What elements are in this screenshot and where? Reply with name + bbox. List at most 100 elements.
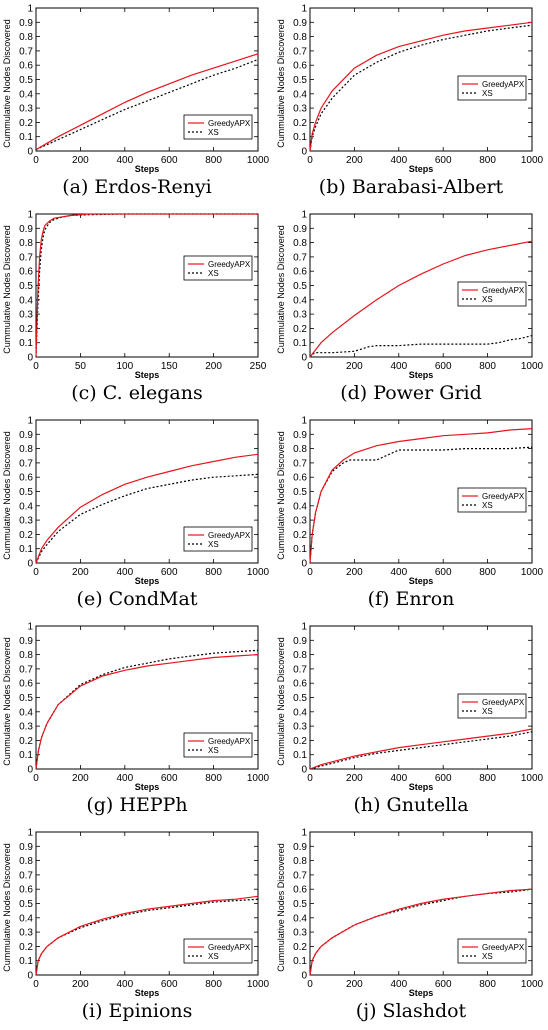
x-tick-label: 600: [435, 567, 452, 578]
y-tick-label: 0.9: [19, 842, 33, 853]
y-tick-label: 0.2: [19, 118, 33, 129]
x-tick-label: 200: [72, 567, 89, 578]
xs-series-line: [35, 58, 259, 151]
legend-label: GreedyAPX: [482, 80, 525, 89]
y-axis-label: Cummulative Nodes Discovered: [276, 19, 286, 148]
greedyapx-series-line: [35, 53, 259, 151]
chart-caption: (c) C. elegans: [71, 382, 203, 404]
plot-frame: [35, 213, 259, 358]
y-tick-label: 0.3: [19, 104, 33, 115]
chart-caption: (f) Enron: [367, 588, 455, 610]
y-axis-label: Cummulative Nodes Discovered: [276, 225, 286, 354]
greedyapx-series-line: [35, 895, 259, 976]
y-axis-label: Cummulative Nodes Discovered: [2, 19, 12, 148]
y-tick-label: 0.3: [293, 104, 307, 115]
y-tick-label: 0.8: [19, 238, 33, 249]
greedyapx-series-line: [35, 213, 258, 358]
y-axis-label: Cummulative Nodes Discovered: [2, 843, 12, 972]
y-tick-label: 0.3: [293, 722, 307, 733]
x-axis-label: Steps: [409, 164, 434, 174]
x-tick-label: 400: [390, 155, 407, 166]
y-tick-label: 0.2: [293, 530, 307, 541]
y-tick-label: 0.5: [293, 75, 307, 86]
x-tick-label: 0: [33, 773, 39, 784]
y-tick-label: 0.5: [293, 693, 307, 704]
chart-caption: (e) CondMat: [76, 588, 198, 610]
y-tick-label: 0.1: [19, 544, 33, 555]
y-tick-label: 0.4: [293, 913, 307, 924]
y-tick-label: 0.6: [19, 473, 33, 484]
x-axis-label: Steps: [135, 370, 160, 380]
legend-box: [457, 75, 527, 101]
y-tick-label: 1: [27, 828, 33, 839]
legend-label: GreedyAPX: [482, 943, 525, 952]
y-tick-label: 0.5: [19, 281, 33, 292]
legend-label: XS: [482, 952, 493, 961]
y-tick-label: 0.6: [293, 473, 307, 484]
y-tick-label: 0.7: [19, 458, 33, 469]
legend-label: XS: [482, 89, 493, 98]
x-tick-label: 0: [307, 773, 313, 784]
y-tick-label: 0.7: [293, 870, 307, 881]
y-tick-label: 0: [301, 971, 307, 982]
x-tick-label: 100: [116, 361, 133, 372]
x-axis-label: Steps: [409, 370, 434, 380]
y-tick-label: 0.8: [293, 650, 307, 661]
y-tick-label: 0.4: [19, 89, 33, 100]
y-tick-label: 0.9: [293, 224, 307, 235]
y-tick-label: 1: [27, 416, 33, 427]
y-tick-label: 0.2: [293, 942, 307, 953]
x-tick-label: 200: [72, 155, 89, 166]
x-tick-label: 800: [205, 155, 222, 166]
y-tick-label: 0.2: [19, 942, 33, 953]
x-tick-label: 1000: [521, 155, 544, 166]
y-axis-label: Cummulative Nodes Discovered: [276, 843, 286, 972]
y-tick-label: 0.1: [19, 956, 33, 967]
y-tick-label: 0.4: [293, 295, 307, 306]
chart-caption: (i) Epinions: [81, 1000, 193, 1022]
chart-svg: 0 0.1 0.2 0.3 0.4 0.5 0.6 0.7 0.8 0.9 1 0 50 100 150 20…: [2, 210, 267, 381]
y-tick-label: 0.6: [293, 267, 307, 278]
y-tick-label: 0.6: [293, 679, 307, 690]
y-tick-label: 1: [301, 828, 307, 839]
legend-label: XS: [482, 501, 493, 510]
y-tick-label: 0.9: [19, 636, 33, 647]
y-tick-label: 0.4: [19, 295, 33, 306]
x-tick-label: 400: [390, 773, 407, 784]
x-tick-label: 600: [161, 155, 178, 166]
legend-label: XS: [208, 952, 219, 961]
x-tick-label: 800: [479, 155, 496, 166]
y-axis-label: Cummulative Nodes Discovered: [2, 225, 12, 354]
x-axis-label: Steps: [135, 988, 160, 998]
y-tick-label: 0.1: [293, 338, 307, 349]
y-tick-label: 0.4: [293, 707, 307, 718]
legend-box: [457, 281, 527, 307]
xs-series-line: [35, 649, 259, 770]
x-tick-label: 1000: [247, 155, 270, 166]
legend-label: GreedyAPX: [482, 286, 525, 295]
y-tick-label: 1: [301, 622, 307, 633]
y-tick-label: 0: [301, 147, 307, 158]
y-tick-label: 0.6: [19, 61, 33, 72]
legend-label: XS: [208, 540, 219, 549]
chart-panel: 0 0.1 0.2 0.3 0.4 0.5 0.6 0.7 0.8 0.9 1 0 200 400 600 8…: [0, 824, 274, 1030]
y-tick-label: 0.7: [293, 664, 307, 675]
y-tick-label: 0.2: [19, 324, 33, 335]
xs-series-line: [35, 213, 258, 358]
x-tick-label: 0: [307, 567, 313, 578]
y-tick-label: 0.1: [19, 132, 33, 143]
x-axis-label: Steps: [135, 576, 160, 586]
greedyapx-series-line: [309, 240, 533, 358]
x-tick-label: 200: [346, 361, 363, 372]
y-tick-label: 0.8: [293, 444, 307, 455]
chart-panel: 0 0.1 0.2 0.3 0.4 0.5 0.6 0.7 0.8 0.9 1 0 200 400 600 8…: [0, 0, 274, 206]
x-tick-label: 0: [307, 979, 313, 990]
legend-label: XS: [208, 746, 219, 755]
x-tick-label: 400: [390, 567, 407, 578]
x-tick-label: 200: [205, 361, 222, 372]
x-tick-label: 50: [75, 361, 87, 372]
x-tick-label: 600: [161, 979, 178, 990]
y-tick-label: 0.4: [293, 89, 307, 100]
